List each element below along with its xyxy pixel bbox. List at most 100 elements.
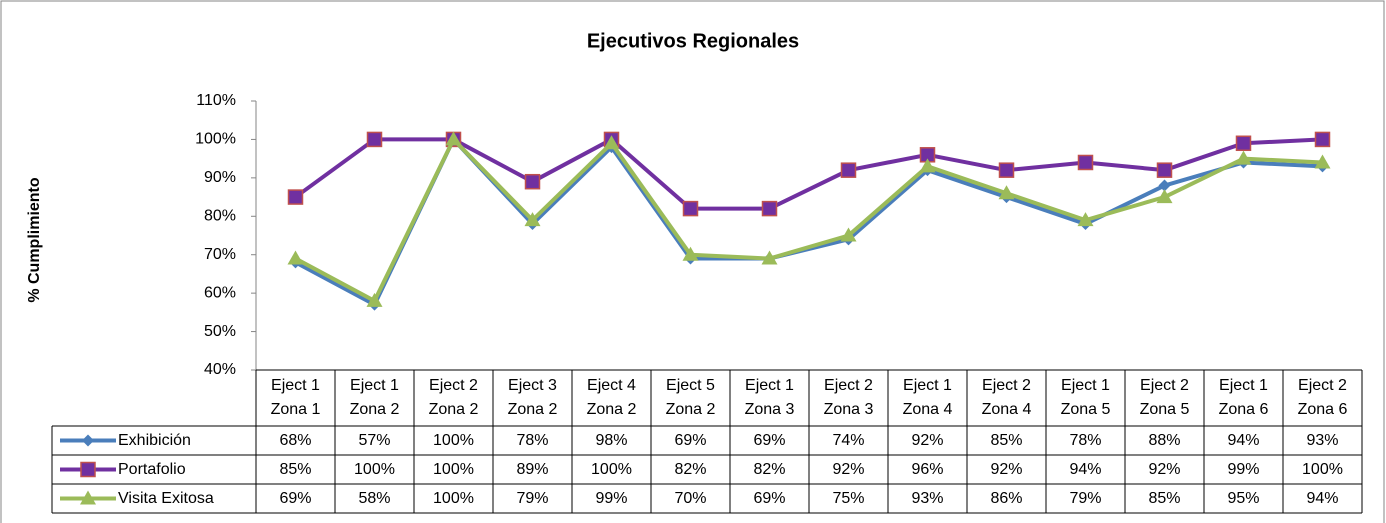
table-value: 78% <box>516 431 549 449</box>
marker <box>366 131 383 148</box>
marker <box>445 131 462 146</box>
table-value: 94% <box>1227 431 1260 449</box>
category-label: Eject 2 Zona 2 <box>428 377 479 418</box>
table-value: 94% <box>1069 460 1102 478</box>
category-label: Eject 2 Zona 5 <box>1139 377 1190 418</box>
category-label: Eject 3 Zona 2 <box>507 377 558 418</box>
category-label: Eject 2 Zona 3 <box>823 377 874 418</box>
table-value: 88% <box>1148 431 1181 449</box>
y-tick-label: 100% <box>195 131 236 148</box>
category-label: Eject 1 Zona 3 <box>744 377 795 418</box>
table-value: 100% <box>433 489 474 507</box>
y-tick-label: 70% <box>204 246 236 263</box>
marker <box>1235 150 1252 165</box>
y-tick-label: 40% <box>204 361 236 378</box>
category-label: Eject 1 Zona 2 <box>349 377 400 418</box>
marker <box>1156 162 1173 178</box>
category-label: Eject 1 Zona 5 <box>1060 377 1111 418</box>
marker <box>1077 154 1094 171</box>
marker <box>287 189 304 205</box>
table-value: 68% <box>279 431 312 449</box>
marker <box>366 292 383 307</box>
marker <box>1314 154 1331 169</box>
table-value: 99% <box>1227 460 1260 478</box>
marker <box>524 173 541 190</box>
category-label: Eject 1 Zona 6 <box>1218 377 1269 418</box>
marker <box>761 250 778 265</box>
table-value: 79% <box>516 489 549 507</box>
legend-key-marker <box>82 434 94 447</box>
table-value: 100% <box>591 460 632 478</box>
category-label: Eject 1 Zona 4 <box>902 377 953 418</box>
y-tick-label: 50% <box>204 323 236 340</box>
legend-label: Exhibición <box>118 431 191 449</box>
category-label: Eject 2 Zona 4 <box>981 377 1032 418</box>
marker <box>682 200 699 217</box>
table-value: 92% <box>990 460 1023 478</box>
y-tick-label: 80% <box>204 208 236 225</box>
legend-label: Portafolio <box>118 460 186 478</box>
legend-label: Visita Exitosa <box>118 489 214 507</box>
category-label: Eject 2 Zona 6 <box>1297 377 1348 418</box>
table-value: 98% <box>595 431 628 449</box>
table-value: 74% <box>832 431 865 449</box>
chart-title: Ejecutivos Regionales <box>587 30 799 52</box>
table-value: 92% <box>911 431 944 449</box>
marker <box>919 158 936 173</box>
marker <box>840 162 857 178</box>
table-value: 78% <box>1069 431 1102 449</box>
marker <box>1235 135 1252 152</box>
table-value: 86% <box>990 489 1023 507</box>
marker <box>682 246 699 261</box>
legend-key-marker <box>80 461 96 478</box>
category-label: Eject 1 Zona 1 <box>270 377 321 418</box>
marker <box>761 200 778 217</box>
y-tick-label: 60% <box>204 284 236 301</box>
series-line <box>294 137 1323 303</box>
table-value: 95% <box>1227 489 1260 507</box>
y-tick-label: 90% <box>204 169 236 186</box>
table-value: 69% <box>753 431 786 449</box>
table-value: 85% <box>279 460 312 478</box>
table-value: 69% <box>674 431 707 449</box>
table-value: 92% <box>1148 460 1181 478</box>
y-tick-label: 110% <box>196 92 236 109</box>
table-value: 79% <box>1069 489 1102 507</box>
marker <box>998 185 1015 200</box>
table-value: 99% <box>595 489 628 507</box>
marker <box>1156 189 1173 204</box>
marker <box>287 250 304 265</box>
table-value: 57% <box>358 431 391 449</box>
table-value: 100% <box>1302 460 1343 478</box>
marker <box>524 212 541 227</box>
table-value: 93% <box>911 489 944 507</box>
table-value: 100% <box>354 460 395 478</box>
table-value: 100% <box>433 460 474 478</box>
table-value: 69% <box>753 489 786 507</box>
table-value: 96% <box>911 460 944 478</box>
table-value: 82% <box>753 460 786 478</box>
table-value: 85% <box>1148 489 1181 507</box>
table-value: 75% <box>832 489 865 507</box>
category-label: Eject 5 Zona 2 <box>665 377 716 418</box>
table-value: 89% <box>516 460 549 478</box>
table-value: 82% <box>674 460 707 478</box>
marker <box>603 135 620 150</box>
table-value: 92% <box>832 460 865 478</box>
table-value: 69% <box>279 489 312 507</box>
category-label: Eject 4 Zona 2 <box>586 377 637 418</box>
marker <box>1314 131 1331 148</box>
table-value: 70% <box>674 489 707 507</box>
marker <box>1158 179 1171 192</box>
table-value: 94% <box>1306 489 1339 507</box>
marker <box>1077 212 1094 227</box>
marker <box>998 162 1015 178</box>
y-axis-label: % Cumplimiento <box>26 177 43 303</box>
table-value: 100% <box>433 431 474 449</box>
table-value: 93% <box>1306 431 1339 449</box>
legend-key-marker <box>80 490 96 505</box>
table-value: 85% <box>990 431 1023 449</box>
